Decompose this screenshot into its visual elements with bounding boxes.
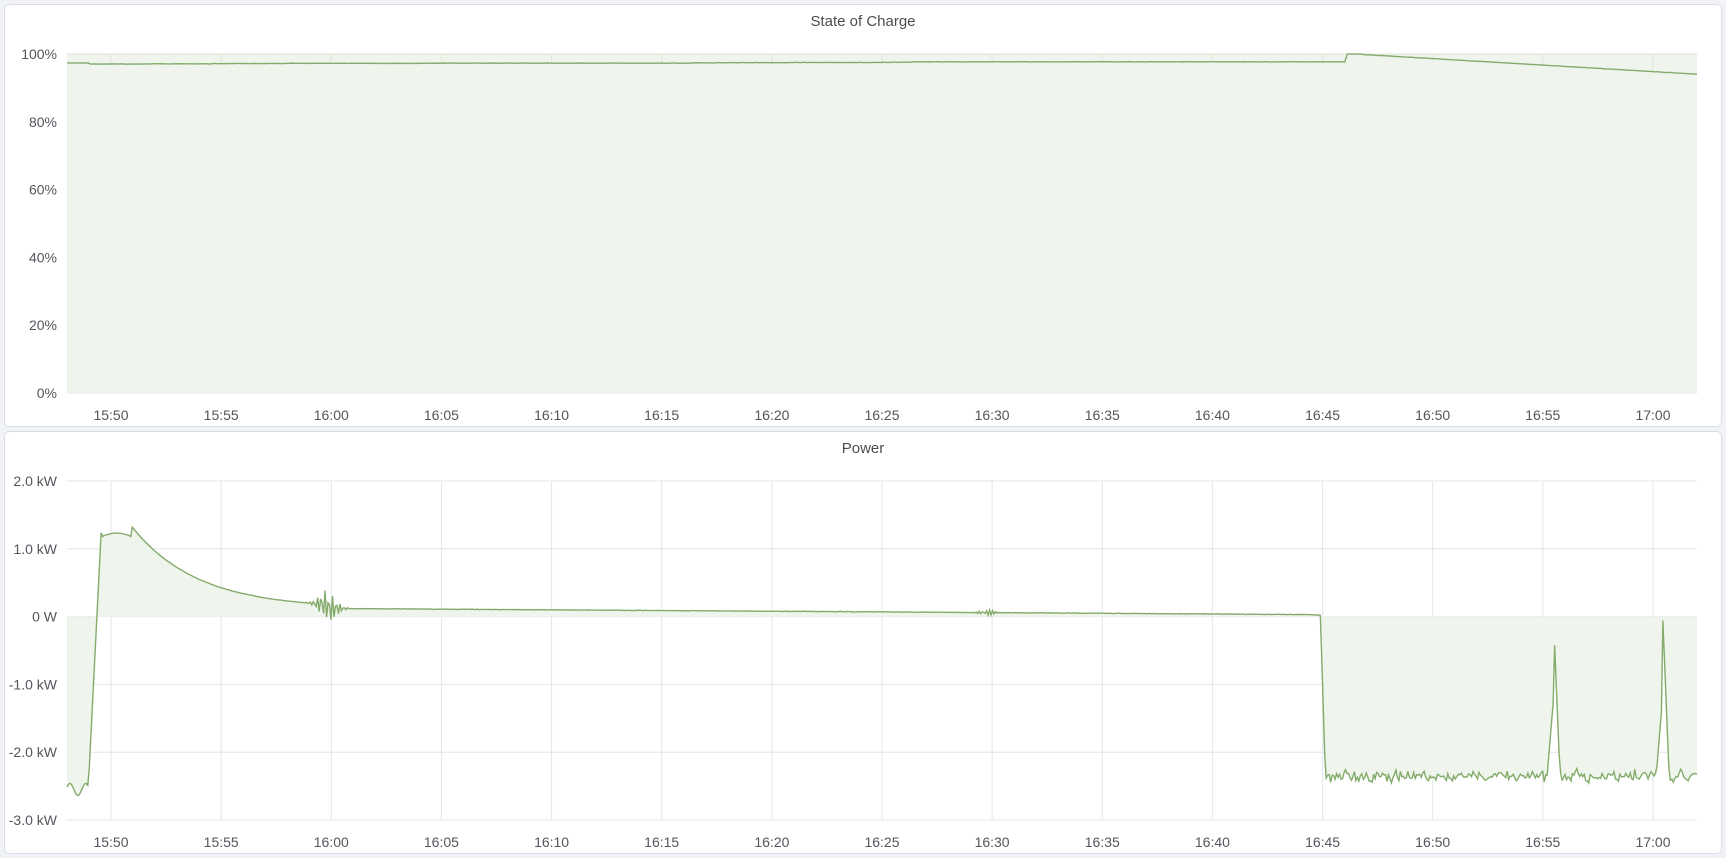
svg-text:16:40: 16:40 <box>1195 834 1230 850</box>
svg-text:16:30: 16:30 <box>975 407 1010 423</box>
svg-text:16:05: 16:05 <box>424 834 459 850</box>
svg-text:80%: 80% <box>29 114 57 130</box>
svg-text:16:35: 16:35 <box>1085 407 1120 423</box>
svg-text:16:30: 16:30 <box>975 834 1010 850</box>
svg-text:2.0 kW: 2.0 kW <box>13 473 57 489</box>
svg-text:16:35: 16:35 <box>1085 834 1120 850</box>
svg-text:16:00: 16:00 <box>314 407 349 423</box>
svg-text:16:20: 16:20 <box>754 834 789 850</box>
svg-text:16:45: 16:45 <box>1305 834 1340 850</box>
svg-text:-3.0 kW: -3.0 kW <box>9 812 58 828</box>
svg-text:60%: 60% <box>29 182 57 198</box>
svg-text:16:50: 16:50 <box>1415 407 1450 423</box>
svg-text:-2.0 kW: -2.0 kW <box>9 744 58 760</box>
svg-text:15:50: 15:50 <box>93 834 128 850</box>
svg-text:16:45: 16:45 <box>1305 407 1340 423</box>
svg-text:16:15: 16:15 <box>644 407 679 423</box>
svg-text:16:15: 16:15 <box>644 834 679 850</box>
svg-text:-1.0 kW: -1.0 kW <box>9 676 58 692</box>
svg-text:20%: 20% <box>29 317 57 333</box>
svg-text:17:00: 17:00 <box>1635 834 1670 850</box>
svg-text:16:55: 16:55 <box>1525 407 1560 423</box>
svg-text:15:55: 15:55 <box>204 834 239 850</box>
svg-text:16:25: 16:25 <box>864 407 899 423</box>
svg-text:16:20: 16:20 <box>754 407 789 423</box>
svg-text:16:55: 16:55 <box>1525 834 1560 850</box>
svg-text:100%: 100% <box>21 46 57 62</box>
svg-text:40%: 40% <box>29 249 57 265</box>
svg-text:16:05: 16:05 <box>424 407 459 423</box>
svg-text:15:50: 15:50 <box>93 407 128 423</box>
svg-text:0%: 0% <box>37 385 57 401</box>
svg-text:16:40: 16:40 <box>1195 407 1230 423</box>
svg-text:16:50: 16:50 <box>1415 834 1450 850</box>
svg-text:16:25: 16:25 <box>864 834 899 850</box>
svg-text:17:00: 17:00 <box>1635 407 1670 423</box>
svg-text:1.0 kW: 1.0 kW <box>13 541 57 557</box>
svg-text:16:00: 16:00 <box>314 834 349 850</box>
svg-text:0 W: 0 W <box>32 609 58 625</box>
svg-text:16:10: 16:10 <box>534 407 569 423</box>
svg-text:16:10: 16:10 <box>534 834 569 850</box>
svg-text:15:55: 15:55 <box>204 407 239 423</box>
